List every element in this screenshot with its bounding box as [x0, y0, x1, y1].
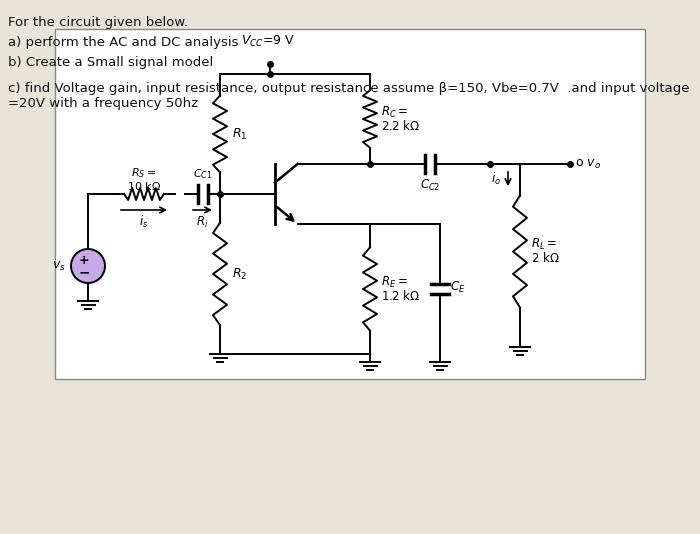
Text: $v_s$: $v_s$ — [52, 260, 66, 272]
Text: $R_2$: $R_2$ — [232, 266, 247, 281]
Text: 2 k$\Omega$: 2 k$\Omega$ — [531, 252, 559, 265]
Text: 10 k$\Omega$: 10 k$\Omega$ — [127, 180, 161, 192]
Text: b) Create a Small signal model: b) Create a Small signal model — [8, 56, 213, 69]
Text: $R_i$: $R_i$ — [196, 215, 209, 230]
Text: $i_o$: $i_o$ — [491, 171, 501, 187]
Text: $R_L=$: $R_L=$ — [531, 237, 557, 252]
Text: $C_E$: $C_E$ — [450, 279, 466, 295]
Text: $R_E=$: $R_E=$ — [381, 274, 407, 289]
Text: $C_{C1}$: $C_{C1}$ — [193, 167, 212, 181]
Text: 1.2 k$\Omega$: 1.2 k$\Omega$ — [381, 289, 420, 303]
Text: $C_{C2}$: $C_{C2}$ — [420, 178, 440, 193]
Text: c) find Voltage gain, input resistance, output resistance assume β=150, Vbe=0.7V: c) find Voltage gain, input resistance, … — [8, 82, 690, 110]
Text: +: + — [78, 255, 90, 268]
Text: $R_C=$: $R_C=$ — [381, 105, 408, 120]
Text: −: − — [78, 265, 90, 279]
Text: $R_S=$: $R_S=$ — [132, 166, 157, 180]
Text: $V_{CC}$=9 V: $V_{CC}$=9 V — [241, 34, 295, 49]
Text: 2.2 k$\Omega$: 2.2 k$\Omega$ — [381, 119, 420, 133]
Text: o $v_o$: o $v_o$ — [575, 158, 601, 170]
Text: For the circuit given below.: For the circuit given below. — [8, 16, 188, 29]
Text: $i_s$: $i_s$ — [139, 214, 148, 230]
Text: $R_1$: $R_1$ — [232, 127, 247, 142]
FancyBboxPatch shape — [55, 29, 645, 379]
Circle shape — [71, 249, 105, 283]
Text: a) perform the AC and DC analysis: a) perform the AC and DC analysis — [8, 36, 239, 49]
